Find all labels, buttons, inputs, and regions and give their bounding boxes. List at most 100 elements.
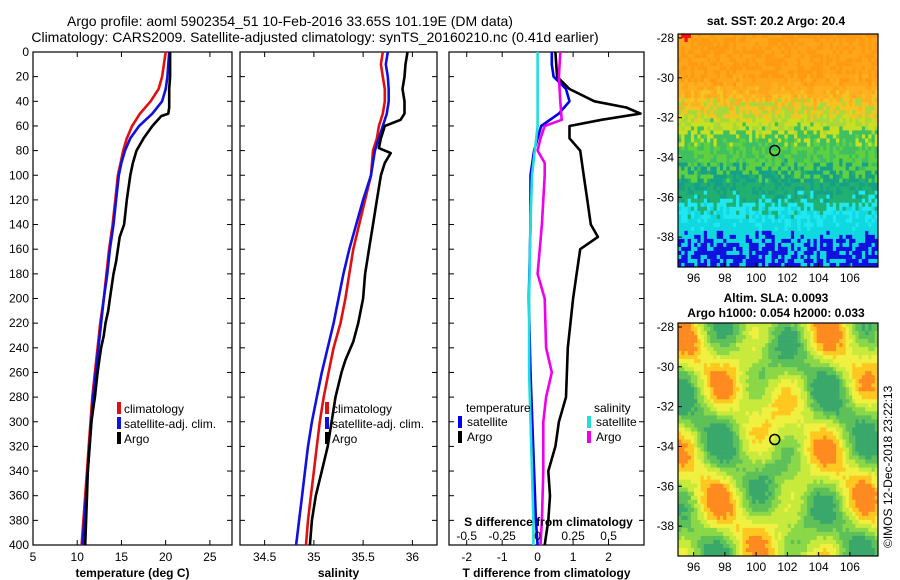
heatmap-cell — [707, 246, 711, 252]
heatmap-cell — [800, 347, 805, 352]
heatmap-cell — [758, 182, 763, 187]
heatmap-cell — [687, 130, 692, 135]
heatmap-cell — [732, 242, 737, 248]
heatmap-cell — [748, 118, 753, 123]
heatmap-cell — [781, 134, 785, 139]
heatmap-cell — [797, 202, 801, 208]
heatmap-cell — [723, 134, 727, 139]
heatmap-cell — [758, 206, 763, 212]
heatmap-cell — [816, 70, 821, 75]
heatmap-cell — [713, 387, 718, 392]
heatmap-cell — [784, 98, 788, 103]
heatmap-cell — [765, 323, 769, 328]
heatmap-cell — [810, 118, 814, 123]
heatmap-cell — [839, 186, 843, 191]
heatmap-cell — [787, 202, 792, 208]
heatmap-cell — [868, 86, 872, 91]
heatmap-cell — [813, 182, 818, 187]
heatmap-cell — [784, 82, 788, 87]
heatmap-cell — [810, 170, 814, 175]
heatmap-cell — [690, 202, 695, 208]
heatmap-cell — [710, 58, 714, 63]
heatmap-cell — [752, 46, 756, 51]
heatmap-cell — [829, 210, 834, 216]
heatmap-cell — [807, 246, 811, 252]
heatmap-cell — [710, 355, 714, 360]
heatmap-cell — [758, 238, 763, 244]
heatmap-cell — [874, 130, 879, 135]
y-tick-label: 320 — [9, 439, 29, 453]
heatmap-cell — [726, 331, 730, 336]
heatmap-cell — [745, 383, 750, 388]
heatmap-cell — [697, 66, 701, 71]
heatmap-cell — [681, 34, 685, 39]
heatmap-cell — [836, 82, 840, 87]
heatmap-cell — [697, 371, 701, 376]
heatmap-cell — [823, 130, 827, 135]
heatmap-cell — [784, 134, 788, 139]
heatmap-cell — [781, 218, 785, 224]
heatmap-cell — [736, 355, 740, 360]
heatmap-cell — [790, 114, 795, 119]
heatmap-cell — [778, 78, 782, 83]
heatmap-cell — [752, 222, 756, 228]
heatmap-cell — [842, 62, 847, 67]
heatmap-cell — [829, 166, 834, 171]
heatmap-cell — [858, 154, 863, 159]
heatmap-cell — [736, 375, 740, 380]
heatmap-cell — [700, 238, 705, 244]
heatmap-cell — [778, 74, 782, 79]
heatmap-cell — [819, 174, 824, 179]
heatmap-cell — [681, 154, 685, 159]
heatmap-cell — [752, 234, 756, 240]
heatmap-cell — [723, 118, 727, 123]
heatmap-cell — [697, 391, 701, 396]
heatmap-cell — [778, 54, 782, 59]
heatmap-cell — [768, 178, 772, 183]
heatmap-cell — [768, 250, 772, 256]
heatmap-cell — [787, 106, 792, 111]
heatmap-cell — [716, 250, 721, 256]
heatmap-cell — [787, 246, 792, 252]
heatmap-cell — [819, 323, 824, 328]
heatmap-cell — [855, 242, 859, 248]
heatmap-cell — [800, 146, 805, 151]
heatmap-cell — [855, 102, 859, 107]
heatmap-cell — [752, 387, 756, 392]
heatmap-cell — [716, 34, 721, 39]
heatmap-cell — [723, 351, 727, 356]
heatmap-cell — [726, 170, 730, 175]
heatmap-cell — [729, 347, 734, 352]
heatmap-cell — [745, 118, 750, 123]
heatmap-cell — [726, 383, 730, 388]
heatmap-cell — [687, 254, 692, 260]
heatmap-cell — [719, 182, 724, 187]
heatmap-cell — [810, 34, 814, 39]
heatmap-cell — [681, 134, 685, 139]
heatmap-cell — [839, 178, 843, 183]
heatmap-cell — [858, 86, 863, 91]
heatmap-cell — [842, 339, 847, 344]
heatmap-cell — [871, 106, 876, 111]
heatmap-cell — [771, 50, 776, 55]
heatmap-cell — [868, 218, 872, 224]
heatmap-cell — [845, 234, 850, 240]
heatmap-cell — [871, 182, 876, 187]
heatmap-cell — [848, 94, 853, 99]
heatmap-cell — [687, 323, 692, 328]
heatmap-cell — [839, 351, 843, 356]
heatmap-cell — [839, 359, 843, 364]
heatmap-cell — [874, 146, 879, 151]
heatmap-cell — [719, 206, 724, 212]
heatmap-cell — [836, 335, 840, 340]
heatmap-cell — [858, 122, 863, 127]
heatmap-cell — [813, 106, 818, 111]
heatmap-cell — [852, 58, 856, 63]
heatmap-cell — [694, 234, 698, 240]
heatmap-cell — [871, 347, 876, 352]
heatmap-cell — [684, 170, 688, 175]
legend-swatch — [117, 402, 121, 414]
heatmap-cell — [816, 110, 821, 115]
heatmap-cell — [690, 238, 695, 244]
heatmap-cell — [687, 110, 692, 115]
